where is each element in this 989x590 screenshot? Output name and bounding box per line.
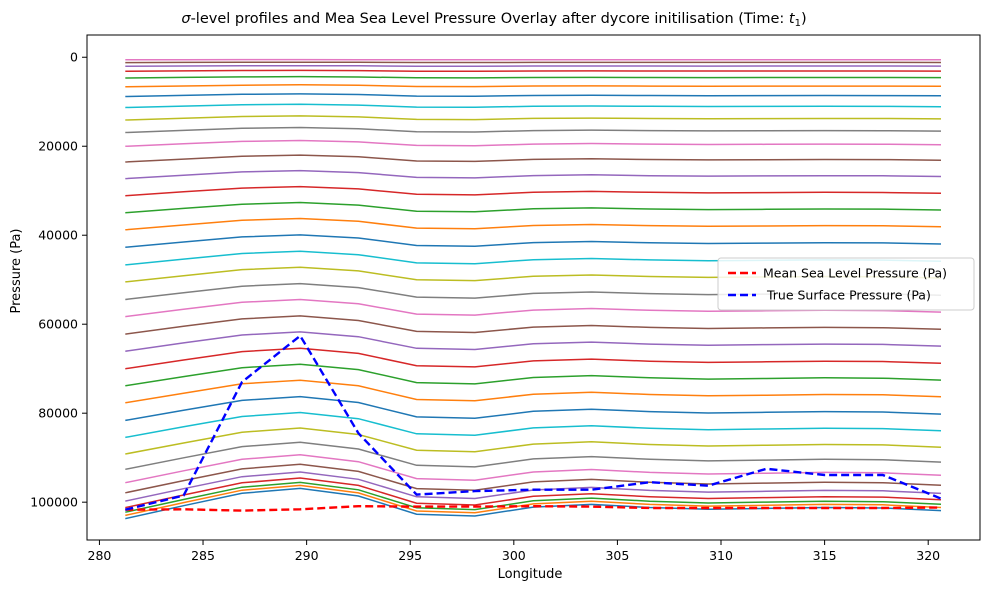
x-tick-label: 280 <box>88 548 112 563</box>
sigma-profile-line <box>125 484 942 517</box>
sigma-profile-line <box>125 201 942 214</box>
x-tick-label: 300 <box>502 548 526 563</box>
sigma-profile-line <box>125 84 942 88</box>
y-tick-label: 0 <box>70 50 78 65</box>
title-main: -level profiles and Mea Sea Level Pressu… <box>191 11 789 27</box>
sigma-profile-line <box>125 427 942 455</box>
plot-area <box>125 58 942 520</box>
sigma-profile-line <box>125 217 942 231</box>
legend-label: True Surface Pressure (Pa) <box>763 288 931 303</box>
x-tick-label: 320 <box>916 548 940 563</box>
y-tick-label: 60000 <box>38 317 78 332</box>
sigma-profile-line <box>125 234 942 249</box>
y-tick-label: 20000 <box>38 139 78 154</box>
legend-label: Mean Sea Level Pressure (Pa) <box>763 266 947 281</box>
x-tick-label: 295 <box>398 548 422 563</box>
sigma-profile-line <box>125 347 942 370</box>
legend-box <box>717 257 975 311</box>
sigma-profile-line <box>125 477 942 509</box>
series-line-0 <box>125 504 942 512</box>
sigma-profile-line <box>125 103 942 109</box>
title-t: t <box>789 11 796 27</box>
sigma-profile-line <box>125 481 942 513</box>
sigma-profile-line <box>125 395 942 422</box>
sigma-profile-line <box>125 75 942 79</box>
sigma-profile-line <box>125 154 942 163</box>
x-tick-label: 285 <box>191 548 215 563</box>
title-close: ) <box>801 11 807 27</box>
sigma-profile-line <box>125 411 942 439</box>
y-tick-label: 100000 <box>30 495 78 510</box>
x-axis-label: Longitude <box>498 567 563 582</box>
y-tick-label: 40000 <box>38 228 78 243</box>
title-subscript: 1 <box>795 18 801 29</box>
y-axis-label: Pressure (Pa) <box>9 228 24 313</box>
sigma-profile-line <box>125 169 942 180</box>
sigma-profile-line <box>125 379 942 404</box>
series-line-1 <box>125 334 942 511</box>
sigma-profile-line <box>125 441 942 471</box>
legend: Mean Sea Level Pressure (Pa) True Surfac… <box>717 257 975 311</box>
axes: 280 285 290 295 300 305 310 315 320 0 20000 40000 60… <box>30 34 981 563</box>
x-tick-label: 315 <box>813 548 837 563</box>
chart-title: σ-level profiles and Mea Sea Level Press… <box>181 11 806 29</box>
sigma-profile-line <box>125 115 942 121</box>
sigma-profile-line <box>125 69 942 73</box>
title-sigma: σ <box>181 11 191 27</box>
sigma-profile-line <box>125 454 942 484</box>
sigma-profile-line <box>125 315 942 335</box>
x-tick-label: 290 <box>295 548 319 563</box>
y-tick-label: 80000 <box>38 406 78 421</box>
x-tick-label: 310 <box>709 548 733 563</box>
x-tick-label: 305 <box>605 548 629 563</box>
plot-frame <box>86 34 981 541</box>
sigma-profile-line <box>125 139 942 148</box>
sigma-profile-line <box>125 331 942 352</box>
sigma-profile-line <box>125 185 942 197</box>
sigma-profile-line <box>125 93 942 98</box>
sigma-profile-line <box>125 463 942 494</box>
sigma-profile-line <box>125 363 942 387</box>
sigma-profile-line <box>125 126 942 134</box>
sigma-profile-line <box>125 64 942 67</box>
